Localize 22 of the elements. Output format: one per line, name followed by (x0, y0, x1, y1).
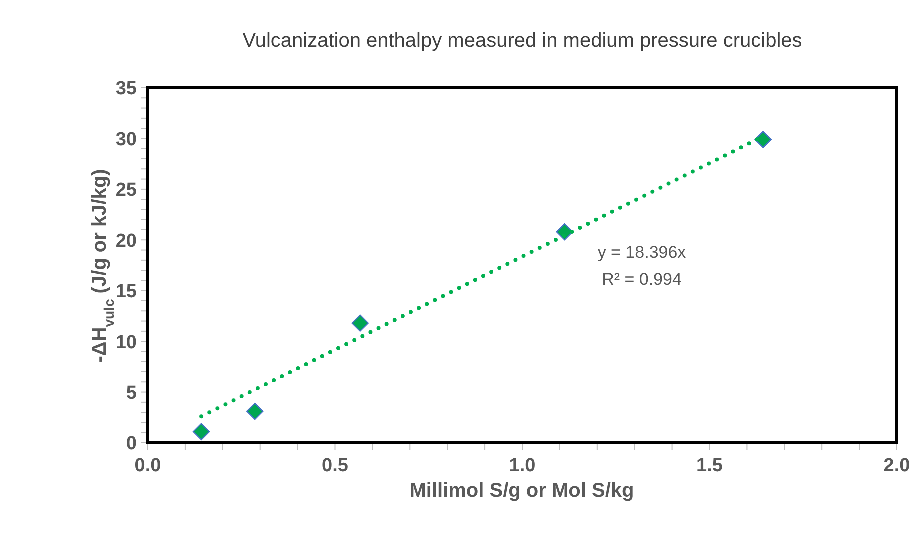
point (754, 131, 772, 148)
y-tick-label: 15 (116, 282, 138, 303)
point (246, 402, 264, 420)
annotation: y = 18.396x (598, 243, 687, 262)
x-tick-label: 2.0 (884, 455, 910, 476)
y-tick-label: 35 (116, 78, 138, 100)
x-axis-title: Millimol S/g or Mol S/kg (410, 480, 634, 502)
y-tick-label: 10 (116, 332, 137, 354)
x-tick-label: 1.0 (509, 455, 536, 476)
y-tick-label: 0 (126, 434, 137, 455)
y-tick-label: 5 (126, 383, 138, 404)
point (192, 423, 210, 440)
y-tick-label: 25 (116, 180, 138, 202)
x-tick-label: 0.5 (322, 455, 349, 476)
point (352, 314, 369, 332)
y-tick-label: 20 (116, 230, 137, 252)
y-tick-label: 30 (116, 129, 137, 150)
annotation: R² = 0.994 (602, 270, 682, 289)
x-tick-label: 1.5 (696, 455, 724, 476)
x-tick-label: 0.0 (134, 455, 162, 476)
chart-title: Vulcanization enthalpy measured in medium pressure crucibles (242, 30, 804, 53)
point (556, 223, 574, 241)
